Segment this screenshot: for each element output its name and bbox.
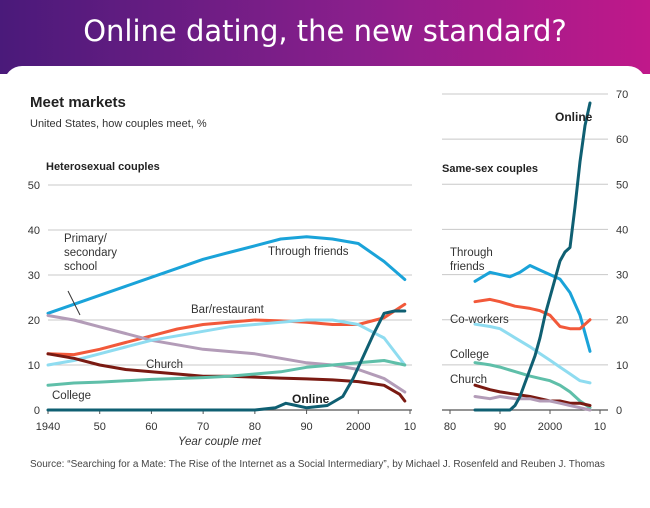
x-axis-label: Year couple met — [178, 436, 262, 448]
chart-title: Meet markets — [30, 94, 126, 111]
label-school-line3: school — [64, 261, 97, 273]
label-right-church: Church — [450, 374, 487, 386]
right-series-lines — [473, 101, 592, 412]
label-online: Online — [292, 392, 330, 406]
right-y-tick-label: 0 — [616, 405, 622, 417]
left-series-college — [46, 359, 407, 387]
label-right-college: College — [450, 349, 489, 361]
left-y-tick-label: 20 — [28, 315, 40, 327]
label-college: College — [52, 390, 91, 402]
label-school-line2: secondary — [64, 247, 117, 259]
left-x-tick-label: 70 — [197, 421, 209, 433]
left-y-tick-label: 40 — [28, 225, 40, 237]
right-grid: 0 10 20 30 40 50 60 70 80 90 2000 10 — [442, 89, 628, 433]
right-series-co-workers — [473, 297, 592, 331]
left-x-tick-label: 2000 — [346, 421, 370, 433]
right-y-tick-label: 30 — [616, 270, 628, 282]
left-x-tick-label: 90 — [300, 421, 312, 433]
label-right-friends-line1: Through — [450, 247, 493, 259]
label-right-coworkers: Co-workers — [450, 314, 509, 326]
content-card — [4, 66, 646, 508]
left-y-tick-label: 30 — [28, 270, 40, 282]
label-bar-restaurant: Bar/restaurant — [191, 304, 265, 316]
right-panel-label: Same-sex couples — [442, 163, 538, 175]
label-right-online: Online — [555, 110, 593, 124]
left-series-lines — [46, 235, 407, 412]
left-x-tick-label: 80 — [249, 421, 261, 433]
left-x-tick-label: 1940 — [36, 421, 60, 433]
left-series-primary-secondary-school — [46, 314, 407, 394]
right-x-tick-label: 2000 — [538, 421, 562, 433]
right-y-tick-label: 60 — [616, 134, 628, 146]
right-series-unlabelled-4 — [473, 383, 592, 407]
title-banner: Online dating, the new standard? — [0, 0, 650, 74]
right-series-online — [473, 101, 592, 412]
right-y-tick-label: 10 — [616, 360, 628, 372]
right-x-tick-label: 90 — [494, 421, 506, 433]
right-x-tick-label: 10 — [594, 421, 606, 433]
left-series-online — [46, 309, 407, 412]
right-series-college — [473, 322, 592, 385]
left-x-tick-label: 50 — [94, 421, 106, 433]
left-x-tick-label: 60 — [145, 421, 157, 433]
school-label-pointer — [67, 290, 81, 316]
left-y-tick-label: 10 — [28, 360, 40, 372]
left-panel-label: Heterosexual couples — [46, 161, 160, 173]
slide-title: Online dating, the new standard? — [83, 14, 567, 48]
right-x-tick-label: 80 — [444, 421, 456, 433]
right-y-tick-label: 70 — [616, 89, 628, 101]
right-series-through-friends — [473, 264, 592, 353]
left-series-co-workers — [46, 318, 407, 367]
chart-subtitle: United States, how couples meet, % — [30, 118, 207, 130]
right-y-tick-label: 20 — [616, 315, 628, 327]
right-series-unlabelled-5 — [473, 395, 592, 412]
left-series-through-friends — [46, 235, 407, 315]
left-x-tick-label: 10 — [404, 421, 416, 433]
label-right-friends-line2: friends — [450, 261, 485, 273]
right-y-tick-label: 50 — [616, 179, 628, 191]
right-y-tick-label: 40 — [616, 224, 628, 236]
label-school-line1: Primary/ — [64, 233, 108, 245]
label-church: Church — [146, 359, 183, 371]
left-y-tick-label: 0 — [34, 405, 40, 417]
right-series-church — [473, 361, 592, 410]
left-y-tick-label: 50 — [28, 180, 40, 192]
left-series-church — [46, 352, 407, 403]
left-grid: 0 10 20 30 40 50 1940 50 60 70 80 90 2000 10 — [28, 180, 416, 433]
label-through-friends: Through friends — [268, 246, 349, 258]
source-note: Source: “Searching for a Mate: The Rise … — [30, 459, 605, 470]
